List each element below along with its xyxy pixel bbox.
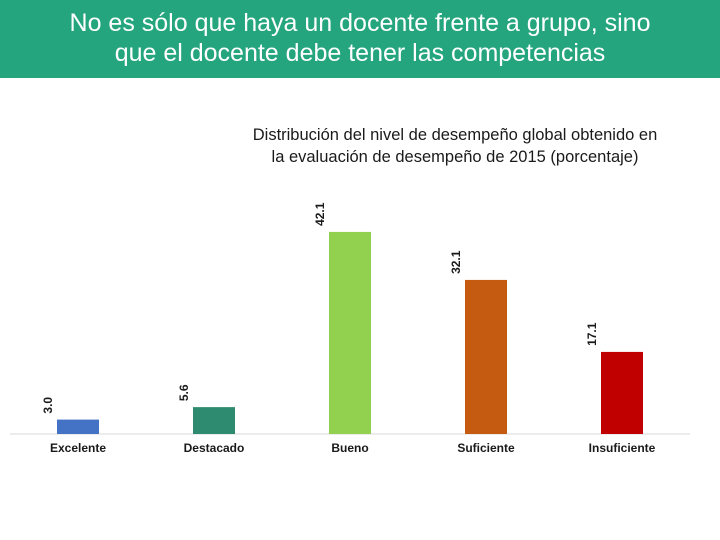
banner-line-2: que el docente debe tener las competenci… xyxy=(114,39,606,67)
value-label-suficiente: 32.1 xyxy=(449,250,463,274)
value-label-group: 3.0 5.6 42.1 32.1 17.1 xyxy=(41,202,599,413)
bar-suficiente xyxy=(465,279,507,434)
title-banner: No es sólo que haya un docente frente a … xyxy=(0,0,720,78)
value-label-bueno: 42.1 xyxy=(313,202,327,226)
category-label-excelente: Excelente xyxy=(50,441,106,455)
bar-excelente xyxy=(57,419,99,434)
bar-destacado xyxy=(193,407,235,434)
category-label-insuficiente: Insuficiente xyxy=(589,441,656,455)
category-label-destacado: Destacado xyxy=(184,441,245,455)
category-label-bueno: Bueno xyxy=(331,441,368,455)
chart-title-line-2: la evaluación de desempeño de 2015 (porc… xyxy=(271,148,639,166)
chart-title-line-1: Distribución del nivel de desempeño glob… xyxy=(252,126,658,144)
chart-title: Distribución del nivel de desempeño glob… xyxy=(200,124,710,168)
category-label-group: Excelente Destacado Bueno Suficiente Insufic… xyxy=(50,441,656,455)
banner-line-1: No es sólo que haya un docente frente a … xyxy=(69,9,651,37)
value-label-destacado: 5.6 xyxy=(177,384,191,401)
bar-insuficiente xyxy=(601,351,643,434)
category-label-suficiente: Suficiente xyxy=(457,441,515,455)
bar-bueno xyxy=(329,231,371,434)
value-label-excelente: 3.0 xyxy=(41,397,55,414)
bar-group xyxy=(57,231,643,434)
value-label-insuficiente: 17.1 xyxy=(585,322,599,346)
